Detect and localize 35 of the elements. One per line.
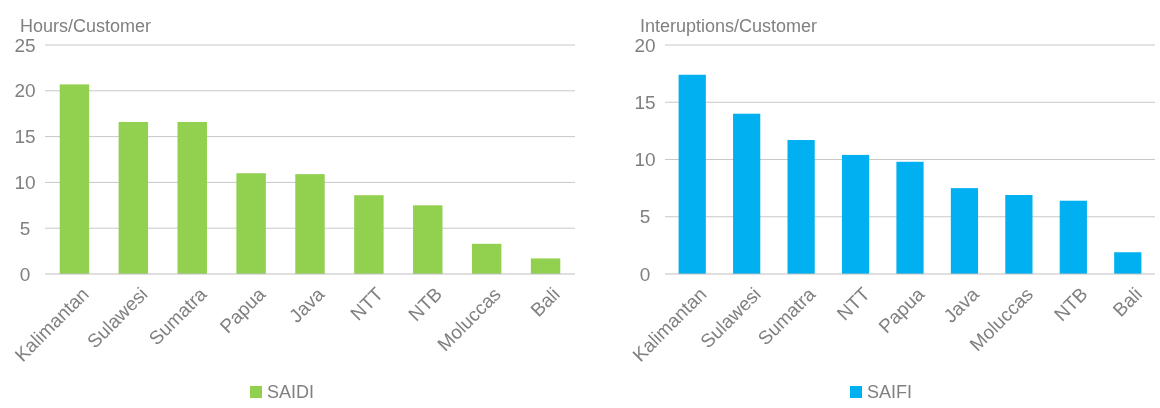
- y-tick-label: 25: [14, 34, 36, 56]
- y-tick-label: 15: [634, 91, 656, 113]
- y-tick-label: 10: [634, 149, 656, 171]
- y-axis-title: Interuptions/Customer: [640, 16, 818, 36]
- bar: [59, 84, 90, 274]
- y-tick-label: 0: [639, 263, 651, 285]
- bar: [177, 121, 207, 274]
- bar: [354, 195, 384, 274]
- bar: [118, 121, 149, 274]
- y-tick-label: 5: [639, 206, 651, 228]
- y-axis-title: Hours/Customer: [20, 16, 152, 36]
- bar: [236, 173, 266, 274]
- bar: [1005, 195, 1033, 274]
- legend-label: SAIDI: [267, 382, 315, 402]
- bar: [471, 243, 502, 274]
- bar: [530, 258, 561, 274]
- y-tick-label: 0: [19, 263, 31, 285]
- bar: [413, 205, 443, 274]
- bar: [841, 154, 870, 274]
- x-tick-label: Bali: [1108, 283, 1147, 321]
- y-tick-label: 15: [14, 126, 36, 148]
- bar: [1059, 200, 1087, 274]
- y-tick-label: 20: [14, 80, 36, 102]
- bar: [1114, 252, 1142, 274]
- bar: [787, 140, 815, 274]
- y-tick-label: 10: [14, 172, 36, 194]
- y-tick-label: 5: [19, 217, 31, 239]
- bar: [295, 174, 325, 274]
- y-tick-label: 20: [634, 34, 656, 56]
- legend-label: SAIFI: [867, 382, 913, 402]
- bar: [678, 74, 706, 274]
- bar: [950, 188, 979, 274]
- x-tick-label: Bali: [526, 283, 564, 321]
- bar: [896, 161, 924, 274]
- bar: [733, 113, 761, 274]
